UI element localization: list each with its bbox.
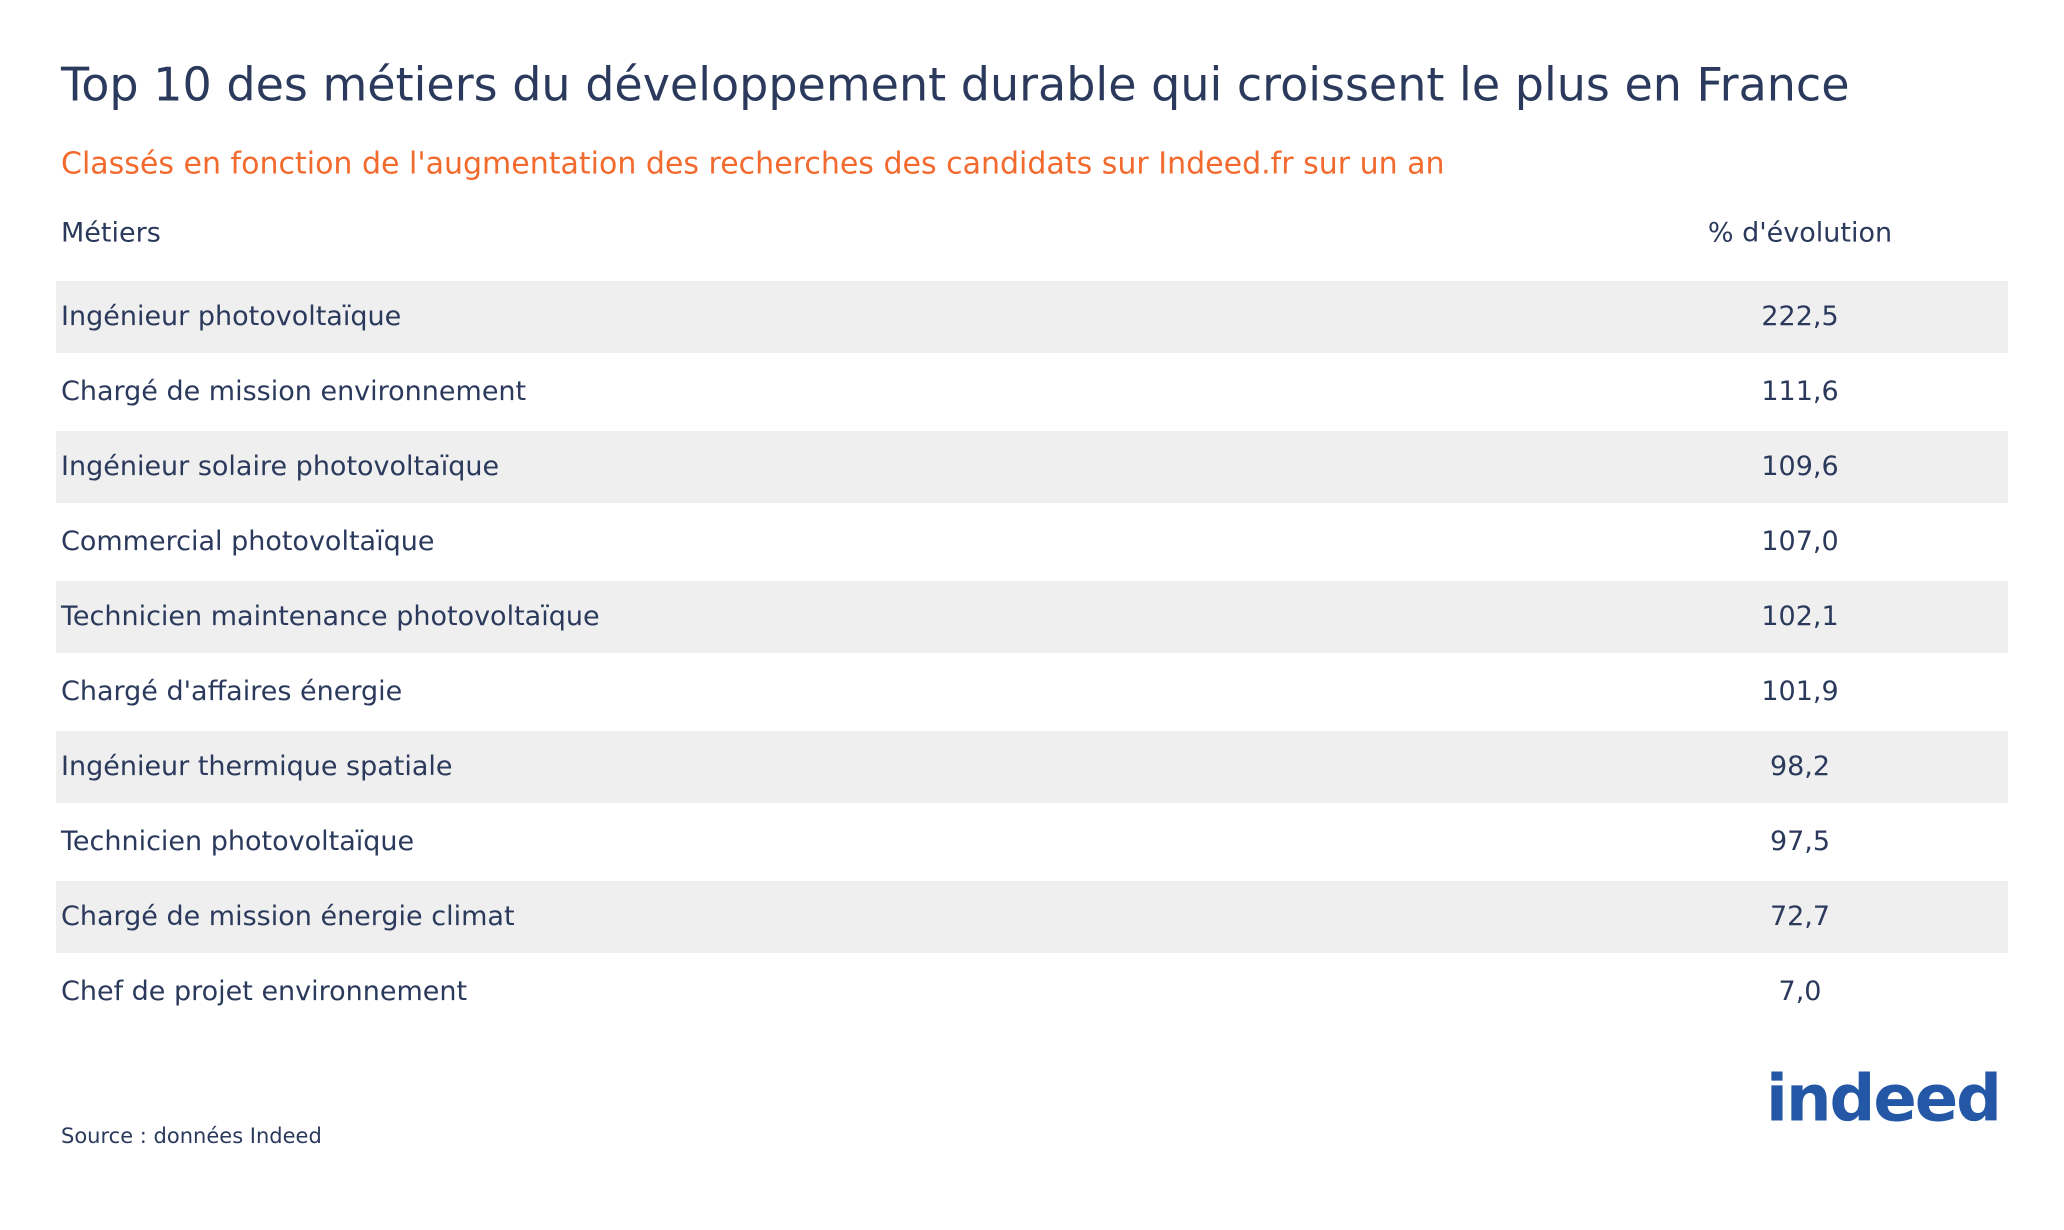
growth-value: 102,1 xyxy=(1761,601,1838,632)
row-band xyxy=(56,431,2008,503)
column-header: Métiers xyxy=(61,218,161,249)
growth-value: 72,7 xyxy=(1770,901,1830,932)
job-name: Chargé d'affaires énergie xyxy=(61,676,402,707)
growth-value: 107,0 xyxy=(1761,526,1838,557)
job-name: Chef de projet environnement xyxy=(61,976,467,1007)
growth-value: 109,6 xyxy=(1761,451,1838,482)
source: Source : données Indeed xyxy=(61,1124,322,1148)
subtitle: Classés en fonction de l'augmentation de… xyxy=(61,147,1445,182)
title: Top 10 des métiers du développement dura… xyxy=(60,58,1850,112)
column-header: % d'évolution xyxy=(1708,218,1892,249)
growth-value: 111,6 xyxy=(1761,376,1838,407)
job-name: Chargé de mission environnement xyxy=(61,376,526,407)
row-band xyxy=(56,581,2008,653)
job-name: Ingénieur thermique spatiale xyxy=(61,751,453,782)
job-name: Ingénieur photovoltaïque xyxy=(61,301,401,332)
job-name: Chargé de mission énergie climat xyxy=(61,901,515,932)
growth-value: 7,0 xyxy=(1779,976,1822,1007)
job-name: Technicien photovoltaïque xyxy=(60,826,414,857)
growth-value: 222,5 xyxy=(1761,301,1838,332)
row-band xyxy=(56,881,2008,953)
job-name: Ingénieur solaire photovoltaïque xyxy=(61,451,499,482)
row-band xyxy=(56,281,2008,353)
job-name: Commercial photovoltaïque xyxy=(61,526,434,557)
job-name: Technicien maintenance photovoltaïque xyxy=(60,601,600,632)
growth-value: 97,5 xyxy=(1770,826,1830,857)
row-band xyxy=(56,731,2008,803)
growth-value: 101,9 xyxy=(1761,676,1838,707)
growth-value: 98,2 xyxy=(1770,751,1830,782)
logo: indeed xyxy=(1766,1063,2000,1137)
